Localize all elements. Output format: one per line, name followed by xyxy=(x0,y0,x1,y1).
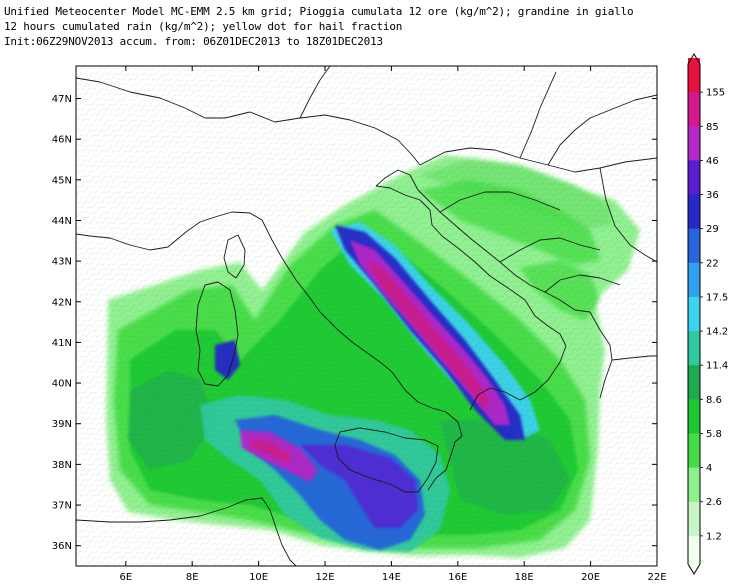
x-tick-label: 22E xyxy=(647,572,666,583)
y-tick-label: 40N xyxy=(52,379,72,390)
x-tick-label: 16E xyxy=(448,572,467,583)
y-tick-label: 47N xyxy=(52,94,72,105)
y-tick-label: 41N xyxy=(52,338,72,349)
x-tick-label: 10E xyxy=(249,572,268,583)
y-tick-label: 36N xyxy=(52,541,72,552)
y-tick-label: 45N xyxy=(52,175,72,186)
y-tick-label: 43N xyxy=(52,257,72,268)
y-axis: 36N 37N 38N 39N 40N 41N 42N 43N 44N 45N 46N 47N xyxy=(52,94,657,552)
x-tick-label: 14E xyxy=(382,572,401,583)
colorbar-label: 46 xyxy=(706,156,719,167)
x-axis: 6E 8E 10E 12E 14E 16E 18E 20E 22E xyxy=(119,66,667,583)
plot-frame xyxy=(75,65,658,567)
colorbar-segment xyxy=(688,399,700,434)
colorbar-segment xyxy=(688,262,700,298)
colorbar-label: 2.6 xyxy=(706,497,722,508)
colorbar: 155 85 46 36 29 22 17.5 14.2 11.4 8.6 5.8 4 2.6 1.2 xyxy=(687,53,728,575)
colorbar-segment xyxy=(688,296,700,332)
colorbar-segment xyxy=(688,160,700,196)
colorbar-label: 22 xyxy=(706,258,719,269)
colorbar-label: 8.6 xyxy=(706,395,722,406)
x-tick-label: 18E xyxy=(515,572,534,583)
colorbar-label: 1.2 xyxy=(706,531,722,542)
x-tick-label: 6E xyxy=(119,572,132,583)
colorbar-label: 17.5 xyxy=(706,292,728,303)
colorbar-label: 11.4 xyxy=(706,361,728,372)
title-line-3: Init:06Z29NOV2013 accum. from: 06Z01DEC2… xyxy=(4,35,383,48)
colorbar-label: 29 xyxy=(706,224,719,235)
y-tick-label: 42N xyxy=(52,297,72,308)
x-tick-label: 20E xyxy=(581,572,600,583)
colorbar-segment xyxy=(688,433,700,469)
colorbar-label: 85 xyxy=(706,122,719,133)
title-line-2: 12 hours cumulated rain (kg/m^2); yellow… xyxy=(4,20,403,33)
colorbar-label: 155 xyxy=(706,88,725,99)
x-tick-label: 8E xyxy=(186,572,199,583)
y-tick-label: 44N xyxy=(52,216,72,227)
title-line-1: Unified Meteocenter Model MC-EMM 2.5 km … xyxy=(4,5,634,18)
colorbar-segment xyxy=(688,228,700,264)
y-tick-label: 37N xyxy=(52,501,72,512)
y-tick-label: 46N xyxy=(52,135,72,146)
colorbar-frame xyxy=(687,53,701,575)
y-tick-label: 39N xyxy=(52,419,72,430)
x-tick-label: 12E xyxy=(315,572,334,583)
colorbar-label: 5.8 xyxy=(706,429,722,440)
colorbar-segment xyxy=(688,535,700,571)
colorbar-segment xyxy=(688,92,700,127)
colorbar-segment xyxy=(688,467,700,503)
y-tick-label: 38N xyxy=(52,460,72,471)
colorbar-segment xyxy=(688,501,700,537)
coastlines xyxy=(76,66,657,566)
map-title: Unified Meteocenter Model MC-EMM 2.5 km … xyxy=(4,4,694,49)
colorbar-label: 14.2 xyxy=(706,327,728,338)
colorbar-segment xyxy=(688,331,700,366)
colorbar-label: 4 xyxy=(706,463,712,474)
precipitation-field xyxy=(76,66,657,566)
colorbar-segment xyxy=(688,58,700,93)
colorbar-segment xyxy=(688,365,700,400)
colorbar-label: 36 xyxy=(706,190,719,201)
colorbar-segment xyxy=(688,126,700,161)
colorbar-segment xyxy=(688,194,700,230)
